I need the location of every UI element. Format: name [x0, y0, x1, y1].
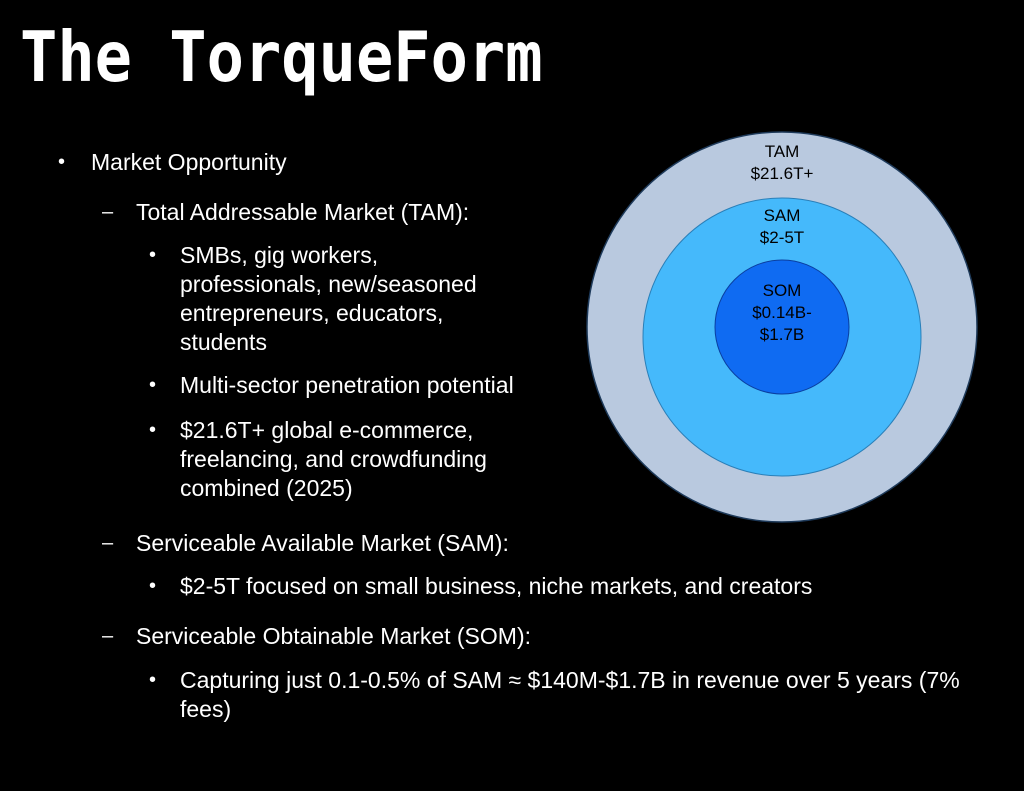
bullet-text: SMBs, gig workers, professionals, new/se… — [180, 242, 477, 355]
bullet-text: Serviceable Available Market (SAM): — [136, 530, 509, 556]
dash-marker: – — [102, 201, 114, 223]
bullet-text: $2-5T focused on small business, niche m… — [180, 573, 813, 599]
bullet-marker: • — [149, 244, 157, 266]
bullet-text: Total Addressable Market (TAM): — [136, 199, 470, 225]
bullet-text: Capturing just 0.1-0.5% of SAM ≈ $140M-$… — [180, 667, 960, 722]
tam-value: $21.6T+ — [751, 164, 814, 183]
slide-title: The TorqueForm — [20, 16, 543, 98]
bullet-marker: • — [149, 669, 157, 691]
bullet-text: Serviceable Obtainable Market (SOM): — [136, 623, 531, 649]
som-value-line-1: $0.14B- — [752, 303, 812, 322]
bullet-text: Multi-sector penetration potential — [180, 372, 514, 398]
bullet-marker: • — [58, 151, 66, 173]
som-circle — [714, 259, 850, 395]
tam-label: TAM — [765, 142, 800, 161]
bullet-tam-heading: – Total Addressable Market (TAM): — [102, 198, 470, 227]
bullet-sam-item-1: • $2-5T focused on small business, niche… — [149, 572, 813, 601]
bullet-tam-item-2: • Multi-sector penetration potential — [149, 371, 514, 400]
bullet-marker: • — [149, 575, 157, 597]
bullet-tam-item-1: • SMBs, gig workers, professionals, new/… — [149, 241, 525, 357]
bullet-sam-heading: – Serviceable Available Market (SAM): — [102, 529, 509, 558]
dash-marker: – — [102, 532, 114, 554]
sam-value: $2-5T — [760, 228, 804, 247]
bullet-marker: • — [149, 374, 157, 396]
market-size-diagram: TAM $21.6T+ SAM $2-5T SOM $0.14B- $1.7B — [584, 130, 980, 524]
bullet-marker: • — [149, 419, 157, 441]
som-label: SOM — [763, 281, 802, 300]
bullet-tam-item-3: • $21.6T+ global e-commerce, freelancing… — [149, 416, 525, 503]
bullet-text: $21.6T+ global e-commerce, freelancing, … — [180, 417, 487, 501]
market-size-circles: TAM $21.6T+ SAM $2-5T SOM $0.14B- $1.7B — [586, 131, 978, 523]
som-value-line-2: $1.7B — [760, 325, 804, 344]
sam-label: SAM — [764, 206, 801, 225]
bullet-text: Market Opportunity — [91, 149, 287, 175]
bullet-som-heading: – Serviceable Obtainable Market (SOM): — [102, 622, 531, 651]
dash-marker: – — [102, 625, 114, 647]
bullet-market-opportunity: • Market Opportunity — [58, 148, 287, 177]
bullet-som-item-1: • Capturing just 0.1-0.5% of SAM ≈ $140M… — [149, 666, 960, 724]
